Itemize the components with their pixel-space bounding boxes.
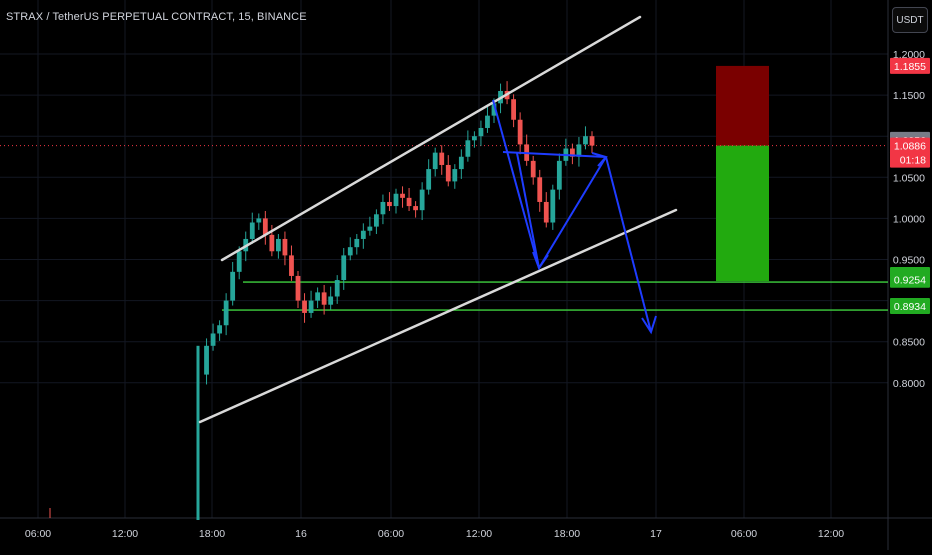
price-tag-label: 01:18 [900,155,926,167]
price-tag-label: 1.0886 [894,141,926,153]
candle [426,169,432,190]
candle [432,152,438,170]
candle [230,271,236,301]
candle [315,292,320,301]
candle [295,275,301,301]
price-tag-label: 0.9254 [894,275,926,287]
chart-title: STRAX / TetherUS PERPETUAL CONTRACT, 15,… [6,11,307,23]
candle [465,140,471,157]
x-tick-label: 17 [650,528,662,540]
x-tick-label: 18:00 [199,528,225,540]
stop-loss-zone [716,65,769,146]
y-tick-label: 1.0500 [893,172,925,184]
y-tick-label: 0.8000 [893,378,925,390]
candle [269,234,275,252]
price-tag [890,271,930,288]
candle [400,193,405,198]
candle [570,148,575,157]
candle [328,296,334,305]
candle [511,99,516,120]
candle [282,238,288,256]
y-tick-label: 0.8500 [893,337,925,349]
candle [491,103,497,116]
pattern-top-line [502,151,607,158]
y-tick-label: 1.1500 [893,90,925,102]
candle [302,300,307,313]
x-tick-label: 12:00 [466,528,492,540]
candle [478,127,484,137]
price-tag-label: 0.8934 [894,301,926,313]
candle [276,238,281,252]
candle [485,115,490,128]
candle [256,218,262,223]
candle [439,152,445,165]
candle [589,136,595,146]
channel-lower-line [198,208,678,424]
price-tag [890,151,930,168]
x-tick-label: 18:00 [554,528,580,540]
candle [367,226,373,231]
candle [236,251,242,272]
x-tick-label: 06:00 [731,528,757,540]
pattern-leg [516,152,540,269]
candle [556,160,562,190]
y-tick-label: 0.9500 [893,255,925,267]
candle [341,255,347,281]
candle [210,333,216,346]
candle [576,144,582,157]
candle [204,345,209,375]
candle [321,292,327,305]
candle [380,201,386,215]
take-profit-zone [716,145,769,282]
arrowhead [532,251,549,271]
candle [360,230,366,239]
projection-arrow [605,156,652,333]
price-tag-label: 1.1855 [894,61,926,73]
currency-button[interactable]: USDT [892,7,928,33]
candle [537,177,543,202]
price-tag [890,298,930,315]
candle [413,206,418,211]
candle [387,201,392,207]
candle [347,247,353,256]
candle [472,136,477,141]
candle [289,255,294,276]
candle [543,201,549,223]
candle [419,189,425,211]
x-tick-label: 06:00 [25,528,51,540]
candle [530,160,536,178]
x-tick-label: 06:00 [378,528,404,540]
x-tick-label: 12:00 [818,528,844,540]
candle [550,189,556,223]
candle [249,222,255,239]
price-tag [890,137,930,154]
channel-upper-line [220,15,642,262]
candle [374,214,379,227]
candle [217,325,222,334]
candle [308,300,314,313]
candle [445,164,451,182]
candle [334,280,340,297]
candle [458,156,464,170]
x-tick-label: 16 [295,528,307,540]
y-tick-label: 1.0000 [893,213,925,225]
projection-arrowhead [641,315,657,335]
candle [223,300,229,326]
candle [452,169,458,182]
candle [196,345,200,520]
price-tag [890,57,930,74]
candle [393,193,399,207]
candle [354,238,360,248]
candle [583,136,588,145]
candle [262,218,268,235]
candle [406,197,412,207]
candle [517,119,523,145]
x-tick-label: 12:00 [112,528,138,540]
